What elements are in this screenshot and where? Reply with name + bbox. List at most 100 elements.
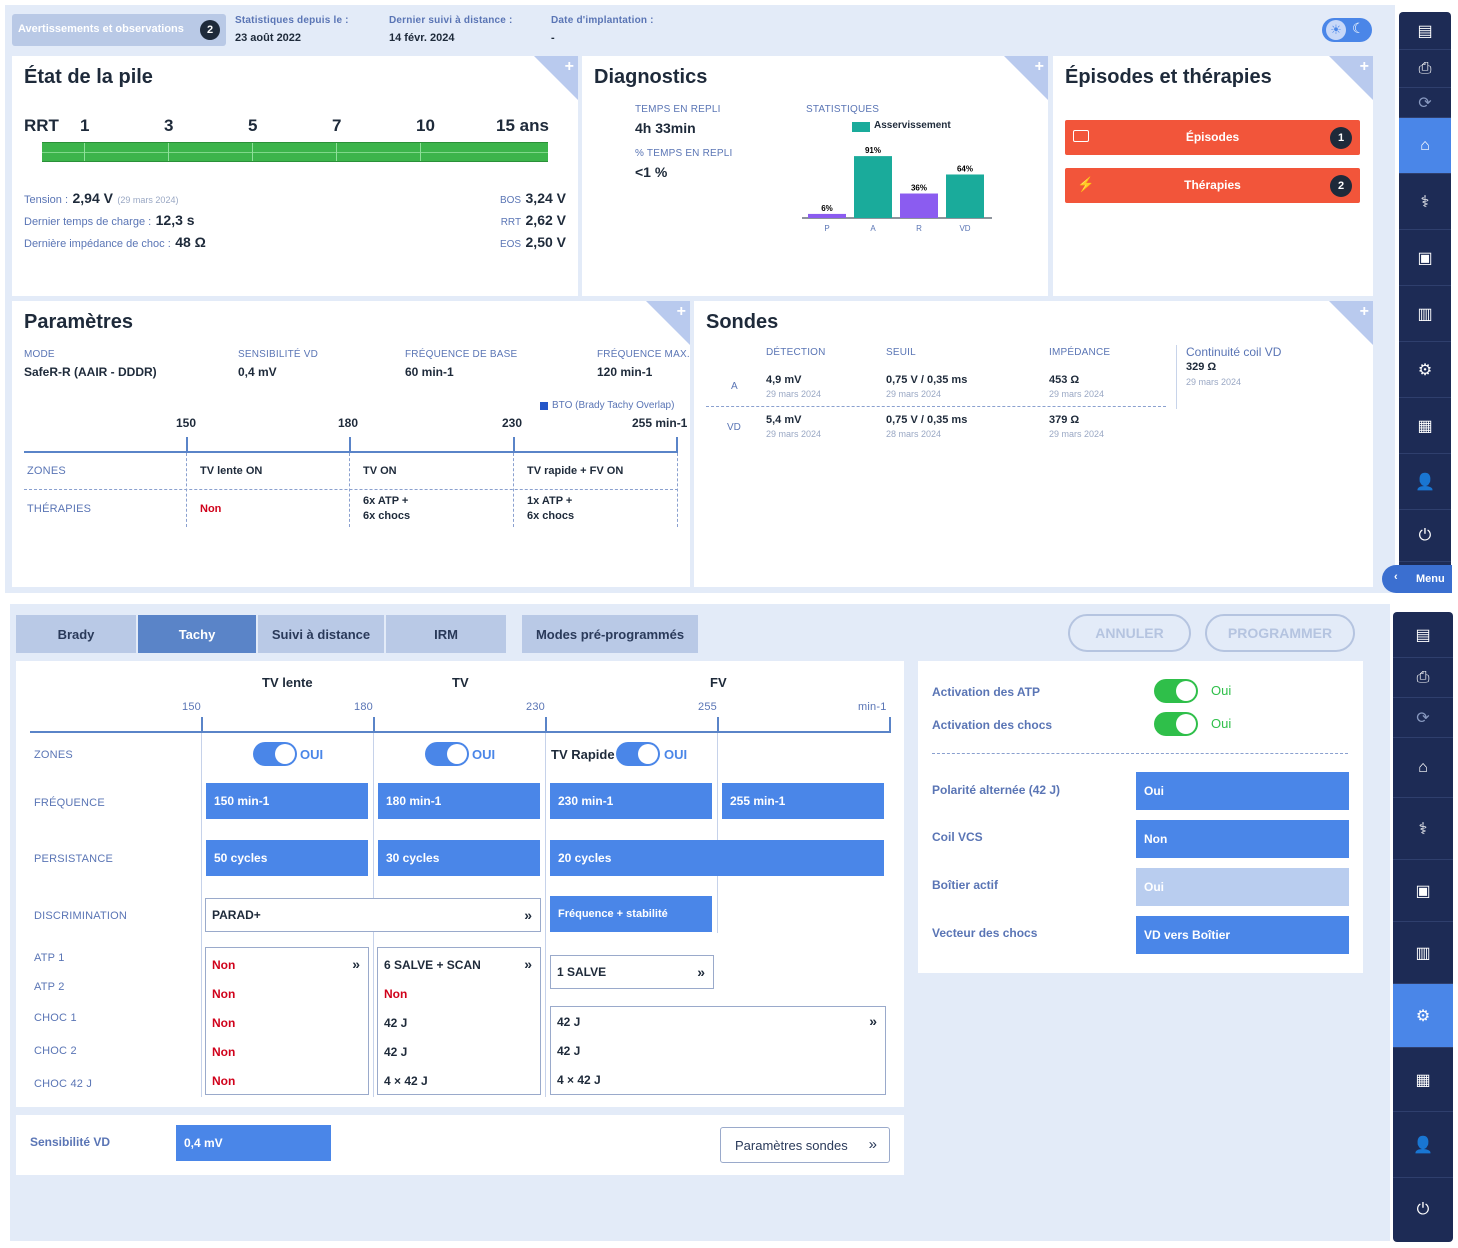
zones-label: ZONES [27,465,66,477]
zone-1: TV lente ON [200,465,263,477]
a-threshold: 0,75 V / 0,35 ms [886,374,968,386]
base-rate-value: 60 min-1 [405,365,454,379]
tscale-255: 255 [698,701,717,713]
power-icon[interactable]: ⏻ [1399,510,1451,562]
max-rate-label: FRÉQUENCE MAX. [597,349,690,360]
settings-icon[interactable]: ⚙ [1399,342,1451,398]
disc-parad[interactable]: PARAD+ » [205,898,541,932]
atp-activation-toggle[interactable] [1154,679,1198,703]
coil-value: 329 Ω [1186,361,1217,373]
monitor-icon[interactable]: ▣ [1393,860,1453,922]
leads-expand[interactable] [1329,301,1373,345]
episodes-button[interactable]: Épisodes 1 [1065,120,1360,155]
shock-vector-value[interactable]: VD vers Boîtier [1136,916,1349,954]
tv-rapide-label: TV Rapide [551,747,615,762]
shock-settings-panel: Activation des ATP Oui Activation des ch… [918,661,1363,973]
sensitivity-value[interactable]: 0,4 mV [176,1125,331,1161]
monitor-icon[interactable]: ▣ [1399,230,1451,286]
zone-tv-toggle[interactable] [425,742,469,766]
double-chevron-icon: » [524,956,532,972]
freq-tv[interactable]: 180 min-1 [378,783,540,819]
episodes-expand[interactable] [1329,56,1373,100]
home-icon[interactable]: ⌂ [1399,118,1451,174]
tvl-atp2: Non [212,987,236,1001]
tscale-180: 180 [354,701,373,713]
therapy-fv-shock-box[interactable]: 42 J » 42 J 4 × 42 J [550,1006,886,1095]
print-icon[interactable]: ⎙ [1393,658,1453,698]
document-icon[interactable]: ▤ [1393,612,1453,658]
coil-vcs-value[interactable]: Non [1136,820,1349,858]
a-impedance-date: 29 mars 2024 [1049,389,1105,399]
diagnostics-title: Diagnostics [594,66,708,88]
program-button[interactable]: PROGRAMMER [1205,614,1355,652]
stats-bar-chart: 6% P 91% A 36% R 64% VD [802,146,992,233]
parameters-expand[interactable] [646,301,690,345]
tick-7: 7 [332,116,342,135]
tab-brady[interactable]: Brady [16,615,136,653]
polarity-value[interactable]: Oui [1136,772,1349,810]
tv-atp2: Non [384,987,408,1001]
freq-tvr[interactable]: 230 min-1 [550,783,712,819]
tachy-axis [30,731,890,733]
active-can-value[interactable]: Oui [1136,868,1349,906]
stethoscope-icon[interactable]: ⚕ [1393,798,1453,860]
scale-180: 180 [338,416,359,430]
statistics-icon[interactable]: ▥ [1393,922,1453,984]
vd-detection: 5,4 mV [766,414,802,426]
therapy-tv-box[interactable]: 6 SALVE + SCAN » Non 42 J 42 J 4 × 42 J [377,947,541,1095]
stethoscope-icon[interactable]: ⚕ [1399,174,1451,230]
alerts-button[interactable]: Avertissements et observations 2 [12,14,226,46]
charge-value: 12,3 s [155,212,195,228]
zone-fv-toggle[interactable] [616,742,660,766]
therapies-button[interactable]: ⚡ Thérapies 2 [1065,168,1360,203]
tab-presets[interactable]: Modes pré-programmés [522,615,698,653]
pers-tvl[interactable]: 50 cycles [206,840,368,876]
pers-tv[interactable]: 30 cycles [378,840,540,876]
tab-tachy[interactable]: Tachy [138,615,256,653]
therapy-1: Non [200,503,222,515]
tab-remote[interactable]: Suivi à distance [258,615,384,653]
power-icon[interactable]: ⏻ [1416,1201,1430,1218]
freq-tvl[interactable]: 150 min-1 [206,783,368,819]
sync-icon[interactable]: ⟳ [1393,698,1453,738]
therapy-fv-atp-box[interactable]: 1 SALVE » [550,955,714,989]
settings-icon[interactable]: ⚙ [1393,984,1453,1048]
cancel-button[interactable]: ANNULER [1068,614,1191,652]
patient-icon[interactable]: 👤 [1393,1112,1453,1178]
sync-icon[interactable]: ⟳ [1399,88,1451,118]
theme-toggle[interactable]: ☀ ☾ [1322,18,1372,42]
print-icon[interactable]: ⎙ [1399,50,1451,88]
pers-fv[interactable]: 20 cycles [550,840,884,876]
patient-icon[interactable]: 👤 [1399,454,1451,510]
stats-label: Statistiques depuis le : [235,15,349,26]
battery-expand[interactable] [534,56,578,100]
report-icon[interactable]: ▦ [1399,398,1451,454]
shock-activation-label: Activation des chocs [932,718,1053,732]
tvl-choc1: Non [212,1016,236,1030]
legend-label: Asservissement [874,120,951,131]
probe-params-button[interactable]: Paramètres sondes » [720,1127,890,1163]
home-icon[interactable]: ⌂ [1393,738,1453,798]
therapy-tvl-box[interactable]: Non » Non Non Non Non [205,947,369,1095]
diagnostics-expand[interactable] [1004,56,1048,100]
scale-230: 230 [502,416,523,430]
statistics-icon[interactable]: ▥ [1399,286,1451,342]
tab-irm[interactable]: IRM [386,615,506,653]
impedance-label: Dernière impédance de choc : [24,238,171,250]
zone-tvl-toggle[interactable] [253,742,297,766]
report-icon[interactable]: ▦ [1393,1048,1453,1112]
zone-3: TV rapide + FV ON [527,465,624,477]
menu-button[interactable]: ‹ Menu [1382,565,1452,593]
document-icon[interactable]: ▤ [1399,12,1451,50]
freq-fv[interactable]: 255 min-1 [722,783,884,819]
scale-150: 150 [176,416,197,430]
plus-icon: + [1359,58,1369,75]
disc-fv[interactable]: Fréquence + stabilité [550,896,712,932]
tick-1: 1 [80,116,90,135]
shock-vector-label: Vecteur des chocs [932,926,1038,940]
shock-activation-toggle[interactable] [1154,712,1198,736]
diagnostics-panel: Diagnostics + TEMPS EN REPLI 4h 33min % … [582,56,1048,296]
discrimination-row-label: DISCRIMINATION [34,910,128,922]
zone-2: TV ON [363,465,397,477]
bar-R [900,193,938,218]
